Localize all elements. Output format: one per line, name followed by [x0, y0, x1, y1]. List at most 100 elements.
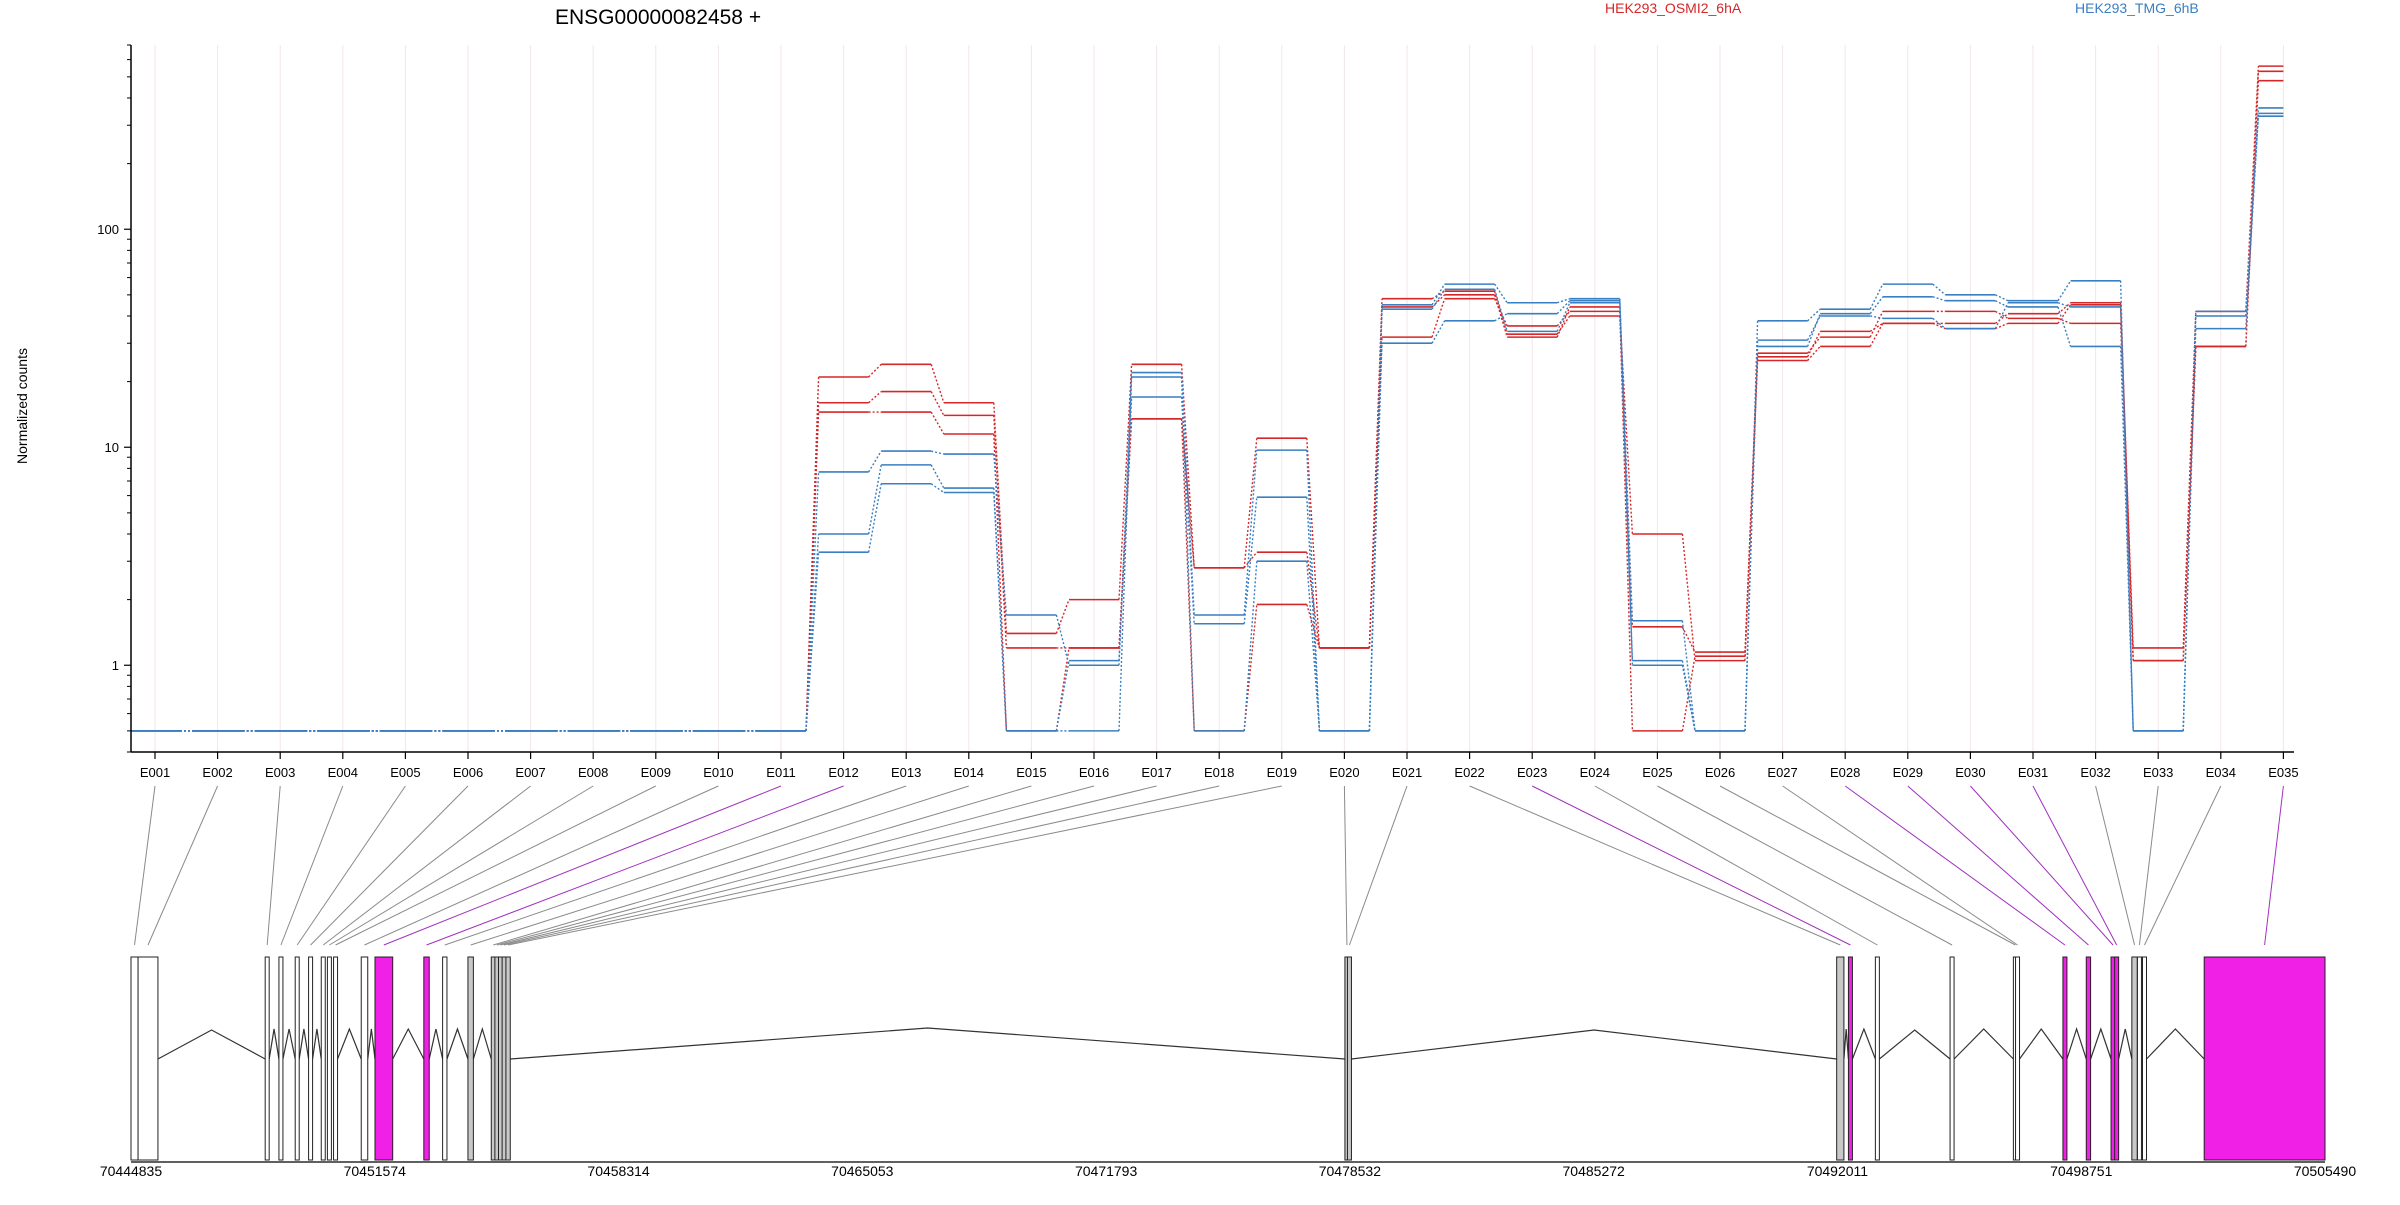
- connector-line-e016: [496, 785, 1095, 946]
- connector-layer: [134, 785, 2284, 946]
- genomic-coordinate-label: 70478532: [1319, 1163, 1382, 1179]
- series-2-connector: [1306, 552, 1321, 649]
- exon-block-e002: [137, 956, 159, 1161]
- x-tick-label-e017: E017: [1141, 765, 1171, 780]
- y-tick-label-100: 100: [97, 222, 119, 237]
- connector-line-e033: [2138, 785, 2159, 946]
- intron-line: [367, 1028, 376, 1060]
- series-1-connector: [868, 363, 882, 378]
- genomic-coordinate-label: 70458314: [587, 1163, 650, 1179]
- series-6-connector: [1806, 315, 1821, 341]
- series-2-connector: [930, 391, 945, 416]
- series-1-connector: [1180, 364, 1195, 568]
- y-tick-label-1: 1: [112, 658, 119, 673]
- connector-line-e025: [1657, 785, 1953, 946]
- series-2-connector: [1431, 294, 1446, 308]
- x-tick-label-e021: E021: [1392, 765, 1422, 780]
- chart-title: ENSG00000082458 +: [555, 6, 761, 29]
- series-4-connector: [1995, 294, 2009, 302]
- x-tick-label-e035: E035: [2268, 765, 2298, 780]
- genomic-coordinate-label: 70492011: [1807, 1163, 1868, 1179]
- x-tick-label-e023: E023: [1517, 765, 1547, 780]
- x-tick-label-e003: E003: [265, 765, 295, 780]
- connector-line-e006: [310, 785, 469, 946]
- intron-line: [1878, 1029, 1951, 1060]
- series-3-connector: [1807, 345, 1821, 361]
- series-6-connector: [1180, 376, 1195, 731]
- x-tick-label-e029: E029: [1893, 765, 1923, 780]
- legend-entry-osmi2: HEK293_OSMI2_6hA: [1605, 0, 1742, 16]
- series-3-connector: [1368, 337, 1383, 649]
- connector-line-e003: [266, 785, 281, 946]
- intron-line: [1953, 1028, 2014, 1060]
- x-tick-label-e009: E009: [641, 765, 671, 780]
- connector-line-e011: [383, 785, 782, 946]
- exon-block-e022: [1836, 956, 1845, 1161]
- genomic-coordinate-label: 70444835: [100, 1163, 163, 1179]
- connector-line-e018: [504, 785, 1220, 946]
- series-6-connector: [2182, 311, 2197, 731]
- connector-line-e013: [444, 785, 907, 946]
- series-3-connector: [1243, 604, 1258, 731]
- connector-line-e020: [1343, 785, 1348, 946]
- x-tick-label-e013: E013: [891, 765, 921, 780]
- series-4-connector: [1243, 450, 1258, 616]
- series-1-connector: [1431, 290, 1445, 300]
- series-2-connector: [1243, 551, 1258, 569]
- intron-line: [1843, 1028, 1850, 1060]
- x-tick-label-e018: E018: [1204, 765, 1234, 780]
- x-tick-label-e008: E008: [578, 765, 608, 780]
- x-tick-label-e025: E025: [1642, 765, 1672, 780]
- series-4-connector: [1556, 298, 1571, 304]
- x-tick-label-e001: E001: [140, 765, 170, 780]
- exon-block-e033: [2136, 956, 2142, 1161]
- series-2-connector: [1493, 294, 1508, 338]
- intron-line: [428, 1028, 444, 1060]
- series-6-connector: [2119, 306, 2134, 731]
- connector-line-e008: [329, 785, 594, 946]
- series-4-connector: [1932, 283, 1946, 296]
- series-4-connector: [1869, 283, 1884, 310]
- series-6-connector: [1243, 561, 1258, 731]
- x-tick-label-e012: E012: [828, 765, 858, 780]
- series-5-connector: [1932, 296, 1946, 302]
- exon-block-e031: [2114, 956, 2120, 1161]
- series-3-connector: [1493, 298, 1508, 327]
- y-axis-label: Normalized counts: [14, 348, 30, 464]
- x-tick-label-e032: E032: [2080, 765, 2110, 780]
- series-2-connector: [1995, 310, 2009, 319]
- series-4-connector: [1180, 372, 1195, 616]
- intron-line: [157, 1029, 266, 1060]
- genomic-coordinate-label: 70471793: [1075, 1163, 1138, 1179]
- series-6-connector: [1744, 340, 1759, 731]
- series-6-connector: [1306, 561, 1321, 731]
- series-2: [131, 70, 2284, 732]
- series-1-connector: [930, 364, 945, 403]
- intron-line: [2066, 1027, 2087, 1060]
- exon-block-e025: [1949, 956, 1955, 1161]
- series-4-connector: [868, 450, 882, 473]
- grid-layer: [154, 45, 2284, 752]
- connector-line-e009: [335, 785, 657, 946]
- series-layer: [131, 65, 2284, 732]
- series-2-connector: [1556, 306, 1571, 338]
- series-6-connector: [1556, 302, 1571, 332]
- x-tick-label-e015: E015: [1016, 765, 1046, 780]
- series-3-connector: [2182, 346, 2197, 661]
- exon-block-e021: [1346, 956, 1352, 1161]
- intron-line: [298, 1028, 310, 1060]
- series-1-connector: [1806, 331, 1821, 358]
- series-2-connector: [1681, 626, 1696, 653]
- series-1-connector: [1869, 322, 1884, 332]
- series-2-connector: [1180, 418, 1195, 568]
- series-1-connector: [1243, 438, 1258, 568]
- x-tick-label-e031: E031: [2018, 765, 2048, 780]
- connector-line-e002: [147, 785, 219, 946]
- connector-line-e030: [1970, 785, 2114, 946]
- exon-block-e029: [2085, 956, 2092, 1161]
- series-4-connector: [1055, 614, 1070, 666]
- exon-block-e034: [2142, 956, 2148, 1161]
- exon-block-e005: [294, 956, 300, 1161]
- series-5-connector: [2119, 346, 2134, 731]
- exon-block-e014: [467, 956, 474, 1161]
